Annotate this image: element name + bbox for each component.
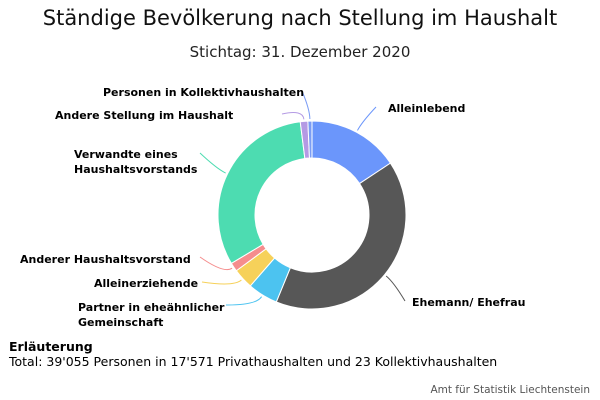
slice-1[interactable] <box>275 162 407 310</box>
connector-7 <box>301 90 311 120</box>
slice-label-4: Anderer Haushaltsvorstand <box>20 253 191 266</box>
slice-label-3: Alleinerziehende <box>94 277 198 290</box>
credits-text[interactable]: Amt für Statistik Liechtenstein <box>430 384 590 396</box>
connector-4 <box>199 256 233 271</box>
slice-label-6: Andere Stellung im Haushalt <box>55 109 233 122</box>
connector-2 <box>225 296 263 306</box>
connector-0 <box>357 106 377 131</box>
connector-5 <box>199 152 226 174</box>
slice-label-1: Ehemann/ Ehefrau <box>412 296 525 309</box>
chart-title: Ständige Bevölkerung nach Stellung im Ha… <box>42 6 558 30</box>
connectors-layer <box>199 90 406 306</box>
note-heading: Erläuterung <box>9 339 93 354</box>
slice-5[interactable] <box>217 121 306 265</box>
connector-6 <box>281 112 305 120</box>
slice-label-5: Verwandte eines Haushaltsvorstands <box>74 148 198 176</box>
slice-label-0: Alleinlebend <box>388 102 465 115</box>
note-text: Total: 39'055 Personen in 17'571 Privath… <box>9 354 498 369</box>
connector-1 <box>385 275 406 302</box>
slices-layer <box>217 120 407 310</box>
slice-label-7: Personen in Kollektivhaushalten <box>103 86 304 99</box>
connector-3 <box>201 279 242 285</box>
chart-subtitle: Stichtag: 31. Dezember 2020 <box>189 43 411 61</box>
slice-7[interactable] <box>307 120 313 159</box>
slice-label-2: Partner in eheähnlicher Gemeinschaft <box>78 301 225 329</box>
labels-layer: Alleinlebend Ehemann/ Ehefrau Partner in e… <box>20 86 525 329</box>
